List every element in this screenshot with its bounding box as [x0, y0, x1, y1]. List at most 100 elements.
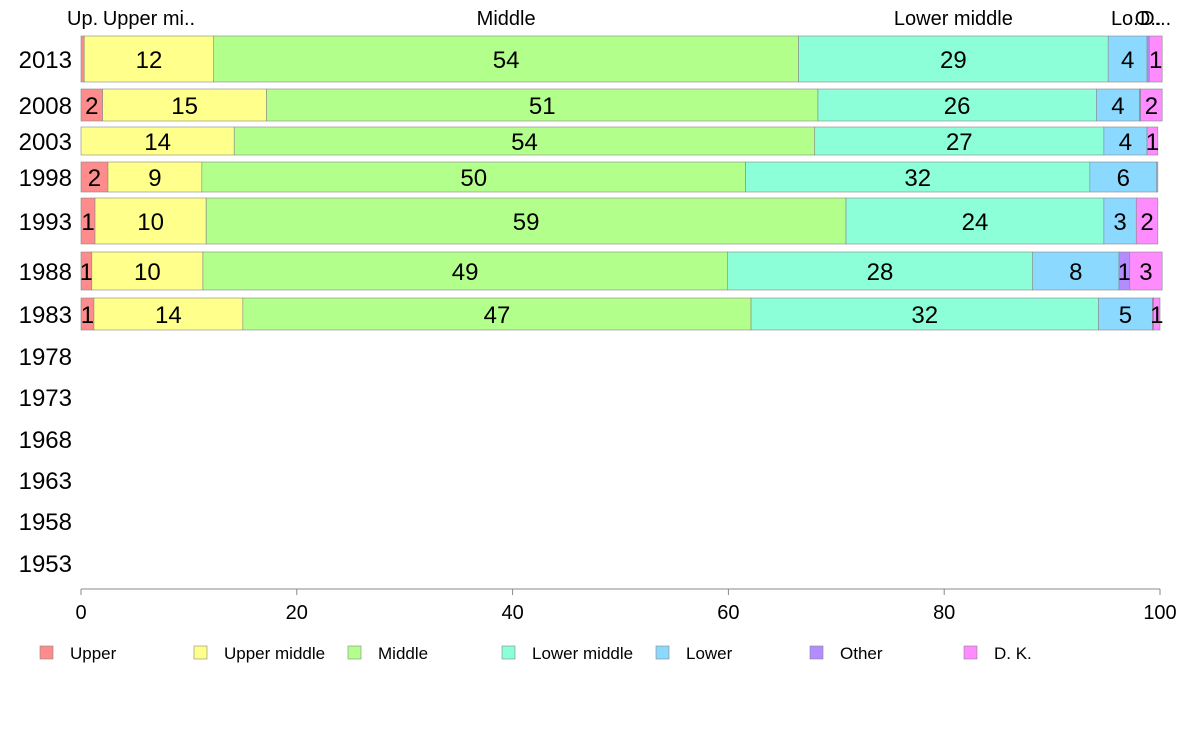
bar-segment: [1153, 297, 1161, 331]
year-label: 1953: [19, 551, 72, 578]
bar-segment: [1156, 161, 1159, 193]
bar-segment: [1098, 297, 1153, 331]
bar-segment: [266, 88, 819, 122]
segment-label: 3: [1113, 209, 1126, 236]
top-category-label: Lo..: [1111, 8, 1144, 30]
legend-label: Upper middle: [224, 644, 325, 663]
legend-swatch: [655, 645, 670, 660]
segment-label: 2: [1145, 93, 1158, 120]
year-label: 1968: [19, 427, 72, 454]
segment-label: 15: [171, 93, 198, 120]
bar-segment: [1096, 88, 1140, 122]
segment-label: 2: [85, 93, 98, 120]
bar-segment: [107, 161, 203, 193]
x-tick-label: 80: [933, 602, 955, 624]
bar-segment: [94, 197, 207, 245]
segment-label: 1: [81, 209, 94, 236]
x-tick-label: 100: [1143, 602, 1176, 624]
x-tick-label: 20: [286, 602, 308, 624]
segment-label: 51: [529, 93, 556, 120]
year-label: 1988: [19, 259, 72, 286]
bar-segment: [1103, 197, 1137, 245]
legend-swatch: [193, 645, 208, 660]
bar-segment: [727, 251, 1033, 291]
x-tick-label: 60: [717, 602, 739, 624]
segment-label: 14: [144, 129, 171, 156]
segment-label: 1: [81, 302, 94, 329]
top-category-label: Up.: [67, 8, 98, 30]
segment-label: 49: [452, 259, 479, 286]
segment-label: 1: [1118, 259, 1131, 286]
bar-segment: [1107, 35, 1148, 83]
segment-label: 4: [1119, 129, 1132, 156]
bar-segment: [1089, 161, 1158, 193]
segment-label: 3: [1139, 259, 1152, 286]
segment-label: 2: [1140, 209, 1153, 236]
legend-label: Lower: [686, 644, 733, 663]
segment-label: 1: [1146, 129, 1159, 156]
segment-label: 26: [944, 93, 971, 120]
segment-label: 32: [904, 165, 931, 192]
top-category-label: Upper mi..: [103, 8, 195, 30]
bar-segment: [817, 88, 1097, 122]
segment-label: 10: [137, 209, 164, 236]
top-category-label: Lower middle: [894, 8, 1013, 30]
year-label: 1983: [19, 302, 72, 329]
year-label: 2013: [19, 47, 72, 74]
bar-segment: [845, 197, 1105, 245]
legend-swatch: [347, 645, 362, 660]
bar-segment: [102, 88, 267, 122]
year-label: 1993: [19, 209, 72, 236]
year-label: 1998: [19, 165, 72, 192]
bar-segment: [213, 35, 799, 83]
year-label: 1963: [19, 468, 72, 495]
year-label: 1978: [19, 344, 72, 371]
segment-label: 50: [460, 165, 487, 192]
top-category-label: Middle: [477, 8, 536, 30]
segment-label: 24: [962, 209, 989, 236]
segment-label: 54: [511, 129, 538, 156]
top-category-label: D...: [1140, 8, 1171, 30]
segment-label: 4: [1111, 93, 1124, 120]
bar-segment: [201, 161, 746, 193]
bar-segment: [202, 251, 728, 291]
segment-label: 14: [155, 302, 182, 329]
bar-segment: [1146, 126, 1159, 156]
segment-label: 28: [867, 259, 894, 286]
segment-label: 59: [513, 209, 540, 236]
bar-segment: [91, 251, 204, 291]
legend-swatch: [963, 645, 978, 660]
segment-label: 27: [946, 129, 973, 156]
legend-label: D. K.: [994, 644, 1032, 663]
segment-label: 54: [493, 47, 520, 74]
legend-swatch: [501, 645, 516, 660]
bar-segment: [1103, 126, 1148, 156]
year-label: 1958: [19, 509, 72, 536]
segment-label: 12: [136, 47, 163, 74]
bar-segment: [205, 197, 847, 245]
legend-swatch: [39, 645, 54, 660]
segment-label: 1: [80, 259, 93, 286]
segment-label: 4: [1121, 47, 1134, 74]
bar-segment: [80, 35, 85, 83]
bar-segment: [798, 35, 1109, 83]
bar-segment: [1140, 88, 1163, 122]
legend-label: Middle: [378, 644, 428, 663]
segment-label: 6: [1117, 165, 1130, 192]
bar-segment: [233, 126, 816, 156]
segment-label: 10: [134, 259, 161, 286]
bar-segment: [1129, 251, 1163, 291]
legend-label: Other: [840, 644, 883, 663]
segment-label: 29: [940, 47, 967, 74]
bar-segment: [80, 161, 109, 193]
year-label: 2008: [19, 93, 72, 120]
segment-label: 1: [1150, 302, 1163, 329]
top-category-label: O..: [1135, 8, 1162, 30]
segment-label: 2: [88, 165, 101, 192]
legend-label: Upper: [70, 644, 117, 663]
bar-segment: [242, 297, 752, 331]
segment-label: 9: [148, 165, 161, 192]
segment-label: 5: [1119, 302, 1132, 329]
bar-segment: [814, 126, 1105, 156]
